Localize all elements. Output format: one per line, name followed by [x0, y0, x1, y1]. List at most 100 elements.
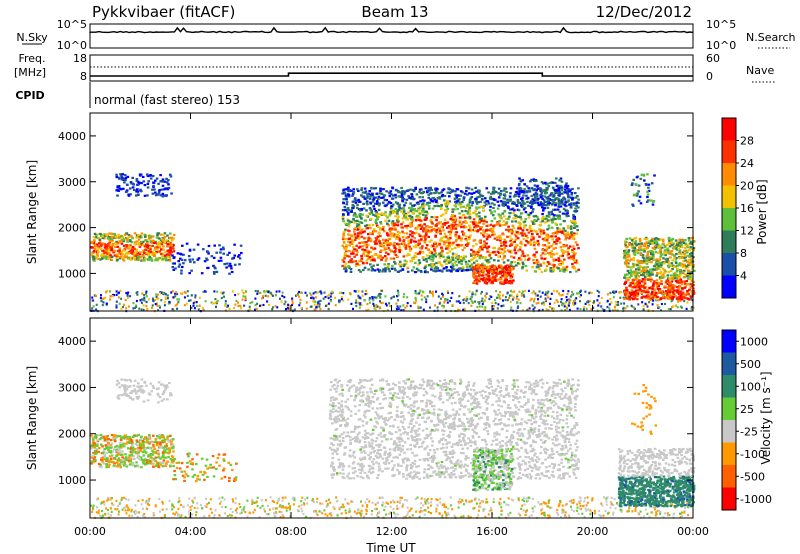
power-cell — [413, 208, 417, 211]
power-cell — [542, 215, 545, 219]
power-cell — [500, 241, 503, 244]
power-cell — [559, 300, 562, 304]
noise-left-label: N.Sky — [16, 31, 48, 44]
power-cell — [487, 275, 491, 278]
power-cell — [125, 232, 128, 235]
power-cell — [549, 302, 551, 305]
power-cell — [152, 184, 155, 188]
power-cell — [545, 245, 549, 248]
power-cell — [157, 191, 161, 194]
power-cell — [667, 261, 670, 265]
power-cell — [525, 228, 529, 231]
power-cell — [140, 190, 143, 193]
power-cell — [579, 289, 582, 292]
power-cell — [572, 256, 575, 260]
power-cell — [623, 289, 627, 292]
power-cell — [99, 296, 102, 300]
power-cell — [491, 273, 494, 276]
power-cell — [350, 210, 353, 213]
power-cell — [120, 176, 124, 179]
power-cell — [348, 266, 351, 269]
power-cell — [374, 308, 377, 311]
power-cell — [575, 209, 579, 212]
power-cell — [500, 217, 503, 220]
power-cell — [342, 299, 345, 302]
power-cell — [390, 193, 393, 196]
power-cell — [385, 232, 389, 235]
power-cell — [356, 219, 359, 222]
power-cell — [176, 293, 179, 296]
power-cell — [310, 296, 313, 300]
power-cell — [451, 190, 454, 193]
power-cell — [502, 304, 505, 307]
power-cell — [647, 244, 650, 248]
power-cell — [521, 229, 525, 232]
power-cell — [625, 277, 629, 280]
power-cell — [511, 291, 514, 294]
power-cell — [466, 298, 469, 301]
power-cell — [485, 187, 489, 190]
power-cell — [631, 282, 635, 285]
power-cell — [356, 206, 359, 209]
power-cell — [427, 257, 431, 260]
power-cell — [574, 207, 577, 210]
power-cell — [439, 221, 442, 224]
power-cell — [497, 196, 501, 199]
power-cell — [242, 295, 245, 298]
power-cell — [454, 217, 458, 220]
power-cell — [406, 270, 410, 273]
power-cell — [546, 200, 550, 204]
power-cell — [505, 274, 509, 277]
power-cell — [504, 241, 508, 244]
power-cell — [475, 213, 478, 216]
power-cell — [226, 305, 229, 308]
power-cell — [528, 307, 531, 310]
power-cell — [658, 257, 662, 260]
power-cell — [165, 239, 168, 242]
power-cell — [515, 264, 518, 267]
power-cell — [156, 246, 159, 249]
power-cell — [532, 262, 536, 265]
power-cell — [126, 240, 129, 243]
power-cell — [678, 238, 681, 241]
power-cell — [496, 238, 499, 241]
power-cell — [514, 214, 518, 217]
power-cell — [645, 303, 648, 306]
power-cell — [422, 207, 425, 210]
power-cell — [260, 304, 263, 307]
power-cell — [686, 277, 690, 280]
power-cell — [469, 230, 472, 233]
power-cell — [533, 247, 537, 250]
power-cell — [384, 219, 387, 222]
power-cell — [105, 249, 108, 252]
power-cell — [521, 250, 524, 253]
power-cell — [397, 307, 400, 310]
power-cell — [529, 200, 533, 203]
power-cell — [161, 237, 165, 240]
power-cell — [158, 237, 161, 240]
power-cell — [463, 226, 466, 229]
power-cell — [538, 228, 541, 231]
power-cell — [521, 203, 525, 206]
power-cell — [418, 252, 421, 255]
power-cell — [164, 256, 167, 260]
power-cell — [545, 248, 549, 251]
power-cell — [555, 242, 558, 245]
power-cell — [388, 229, 392, 233]
power-cell — [683, 253, 686, 256]
power-cell — [163, 301, 166, 304]
power-cell — [671, 278, 675, 281]
power-cell — [483, 308, 486, 312]
power-cell — [458, 201, 462, 204]
power-cell — [411, 257, 414, 260]
power-cell — [113, 232, 116, 236]
power-cell — [152, 181, 155, 184]
power-cell — [418, 188, 422, 191]
power-cell — [360, 235, 364, 238]
power-cell — [343, 209, 347, 212]
power-cell — [613, 305, 616, 308]
power-cell — [384, 268, 387, 271]
power-cell — [237, 293, 240, 296]
power-cell — [568, 190, 571, 193]
power-cell — [529, 241, 532, 244]
